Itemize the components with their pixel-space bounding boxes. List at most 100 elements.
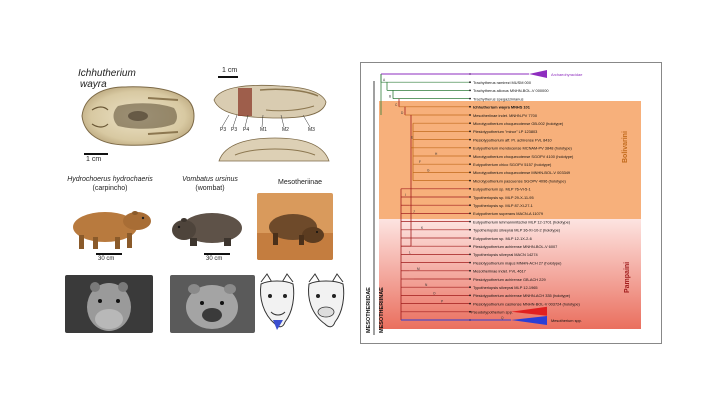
taxon-label: Typotheriopsis silveyrai MLP 12-1965 <box>473 285 538 290</box>
tip-node <box>469 278 471 280</box>
tip-node <box>469 138 471 141</box>
mesotheriinae-sketch-left <box>260 273 295 330</box>
mesotheriinae-caption: Mesotheriinae <box>278 179 322 186</box>
scale-label-wombat: 30 cm <box>206 256 223 262</box>
taxon-label: Trachytherus ramirezi MUSM 000 <box>473 80 532 85</box>
capybara-common: (carpincho) <box>92 185 128 192</box>
tooth-label-m1: M1 <box>260 127 267 133</box>
collapsed-clade-pseudotypotherium <box>511 306 547 316</box>
cladogram-panel: Bolivarini Pampaini MESOTHERIIDAE MESOTH… <box>360 62 662 344</box>
taxon-label: Ichhutherium wayra MNHS 101 <box>473 105 531 110</box>
node-letter: A <box>383 78 386 82</box>
node-letter: O <box>433 291 436 295</box>
wombat-illustration <box>172 213 242 246</box>
tip-node <box>469 253 471 256</box>
taxon-label: Archaeohyracidae <box>551 72 582 77</box>
node-letter: I <box>405 193 406 197</box>
taxon-label: Mesotheriinae indet. FVL 4617 <box>473 269 526 274</box>
taxon-label: Trachytherus alloxus MNHN-BOL-V 000000 <box>473 88 549 93</box>
taxon-label: Plesiotypotherium achirense MNHN-BOL-V 6… <box>473 244 557 249</box>
tip-node <box>469 261 471 264</box>
taxon-label: Eutypotherium lehmannnitschei MLP 12-170… <box>473 219 571 224</box>
taxon-label: Plesiotypotherium achirense GB-ACH 229 <box>473 277 546 282</box>
capybara-caption: Hydrochoerus hydrochaeris (carpincho) <box>60 175 160 193</box>
tip-node <box>469 89 471 92</box>
jaw-lateral-view <box>213 84 327 119</box>
label-mesotheriidae: MESOTHERIIDAE <box>366 287 372 333</box>
tip-node <box>469 269 471 272</box>
taxon-label: Microtypotherium pascuense SGOPV 4096 (h… <box>473 178 566 183</box>
taxon-label: Typotheriopsis sp. MLP 87-XI-27-1 <box>473 203 533 208</box>
capybara-illustration <box>73 211 151 249</box>
left-figure-panel: Ichhutherium wayra 1 cm 1 cm P3 P3 <box>60 60 350 340</box>
taxon-label: Eutypotherium sp. MLP 76-VI-5-1 <box>473 187 531 192</box>
taxon-label: Pseudotypotherium spp. <box>471 310 513 315</box>
tip-node <box>469 294 471 297</box>
node-letter: Q <box>501 316 504 320</box>
tip-node <box>469 196 471 198</box>
tree-branches <box>380 70 547 325</box>
tip-node <box>469 228 471 231</box>
scale-bar-capybara <box>96 253 122 255</box>
tip-node <box>469 105 471 108</box>
capybara-portrait <box>65 275 153 333</box>
mesotheriinae-bg-orange <box>379 101 641 219</box>
tip-node <box>469 212 471 215</box>
tooth-label-p4: P4 <box>243 127 250 133</box>
taxon-label: Trachytherus spegazzinianus <box>473 96 524 101</box>
tooth-row-view <box>218 137 330 162</box>
node-letter: N <box>425 283 428 287</box>
species-title: Ichhutherium wayra <box>78 68 136 90</box>
label-bolivarini: Bolivarini <box>622 131 629 163</box>
tip-node <box>469 155 471 157</box>
tooth-label-p3a: P3 <box>220 127 227 133</box>
capybara-name: Hydrochoerus hydrochaeris <box>67 176 153 183</box>
tip-node <box>469 122 471 125</box>
tip-node <box>469 245 471 248</box>
node-letter: D <box>401 111 404 115</box>
tooth-label-m3: M3 <box>308 127 315 133</box>
node-letter: C <box>395 103 398 107</box>
node-letter: P <box>441 300 443 304</box>
tip-node <box>469 97 471 100</box>
tip-node <box>469 171 471 174</box>
taxon-label: Eutypotherium mendocense MCNAM-PV 3848 (… <box>473 146 573 151</box>
taxon-label: Microtypotherium choquecotense MNHN-BOL-… <box>473 170 570 175</box>
wombat-name: Vombatus ursinus <box>182 176 238 183</box>
tip-node <box>469 220 471 223</box>
collapsed-clade-mesotherium <box>511 316 547 325</box>
node-letter: E <box>411 136 413 140</box>
tree-labels: Archaeohyracidae Trachytherus ramirezi MU… <box>383 72 582 323</box>
tip-node <box>469 187 471 190</box>
mesotheriinae-sketch-right <box>308 273 345 328</box>
cladogram-svg: Bolivarini Pampaini MESOTHERIIDAE MESOTH… <box>366 70 641 335</box>
tip-node <box>469 310 471 313</box>
taxon-label: Mesotherium spp. <box>551 318 582 323</box>
node-letter: J <box>413 209 415 213</box>
taxon-label: Typotheriopsis sp. MLP 29-X-11-95 <box>473 195 534 200</box>
taxon-label: Plesiotypotherium aff. Pl. achirense FVL… <box>473 137 553 142</box>
scale-label-jaw: 1 cm <box>222 67 238 74</box>
pampaini-bg-gradient <box>379 219 641 329</box>
species-title-genus: Ichhutherium <box>78 68 136 79</box>
tip-node <box>469 204 471 207</box>
tooth-label-p3b: P3 <box>231 127 238 133</box>
tooth-leader-lines <box>221 115 311 128</box>
wombat-caption: Vombatus ursinus (wombat) <box>165 175 255 193</box>
node-letter: B <box>389 95 391 99</box>
node-letter: H <box>435 152 438 156</box>
label-mesotheriinae: MESOTHERIINAE <box>379 287 385 333</box>
scale-label-capybara: 30 cm <box>98 256 115 262</box>
taxon-label: Plesiotypotherium "minor" LP 123803 <box>473 129 537 134</box>
wombat-common: (wombat) <box>195 185 225 192</box>
tip-node <box>469 81 471 84</box>
label-pampaini: Pampaini <box>624 262 631 293</box>
tooth-label-m2: M2 <box>282 127 289 133</box>
node-letter: F <box>419 160 421 164</box>
taxon-label: Typotheriopsis silveyrai MACN 14274 <box>473 252 538 257</box>
node-letter: M <box>417 267 420 271</box>
species-title-epithet: wayra <box>80 79 107 90</box>
scale-bar-jaw <box>218 76 238 78</box>
taxon-label: Eutypotherium sp. MLP 12-1X-2-6 <box>473 236 532 241</box>
tip-node <box>469 146 471 149</box>
